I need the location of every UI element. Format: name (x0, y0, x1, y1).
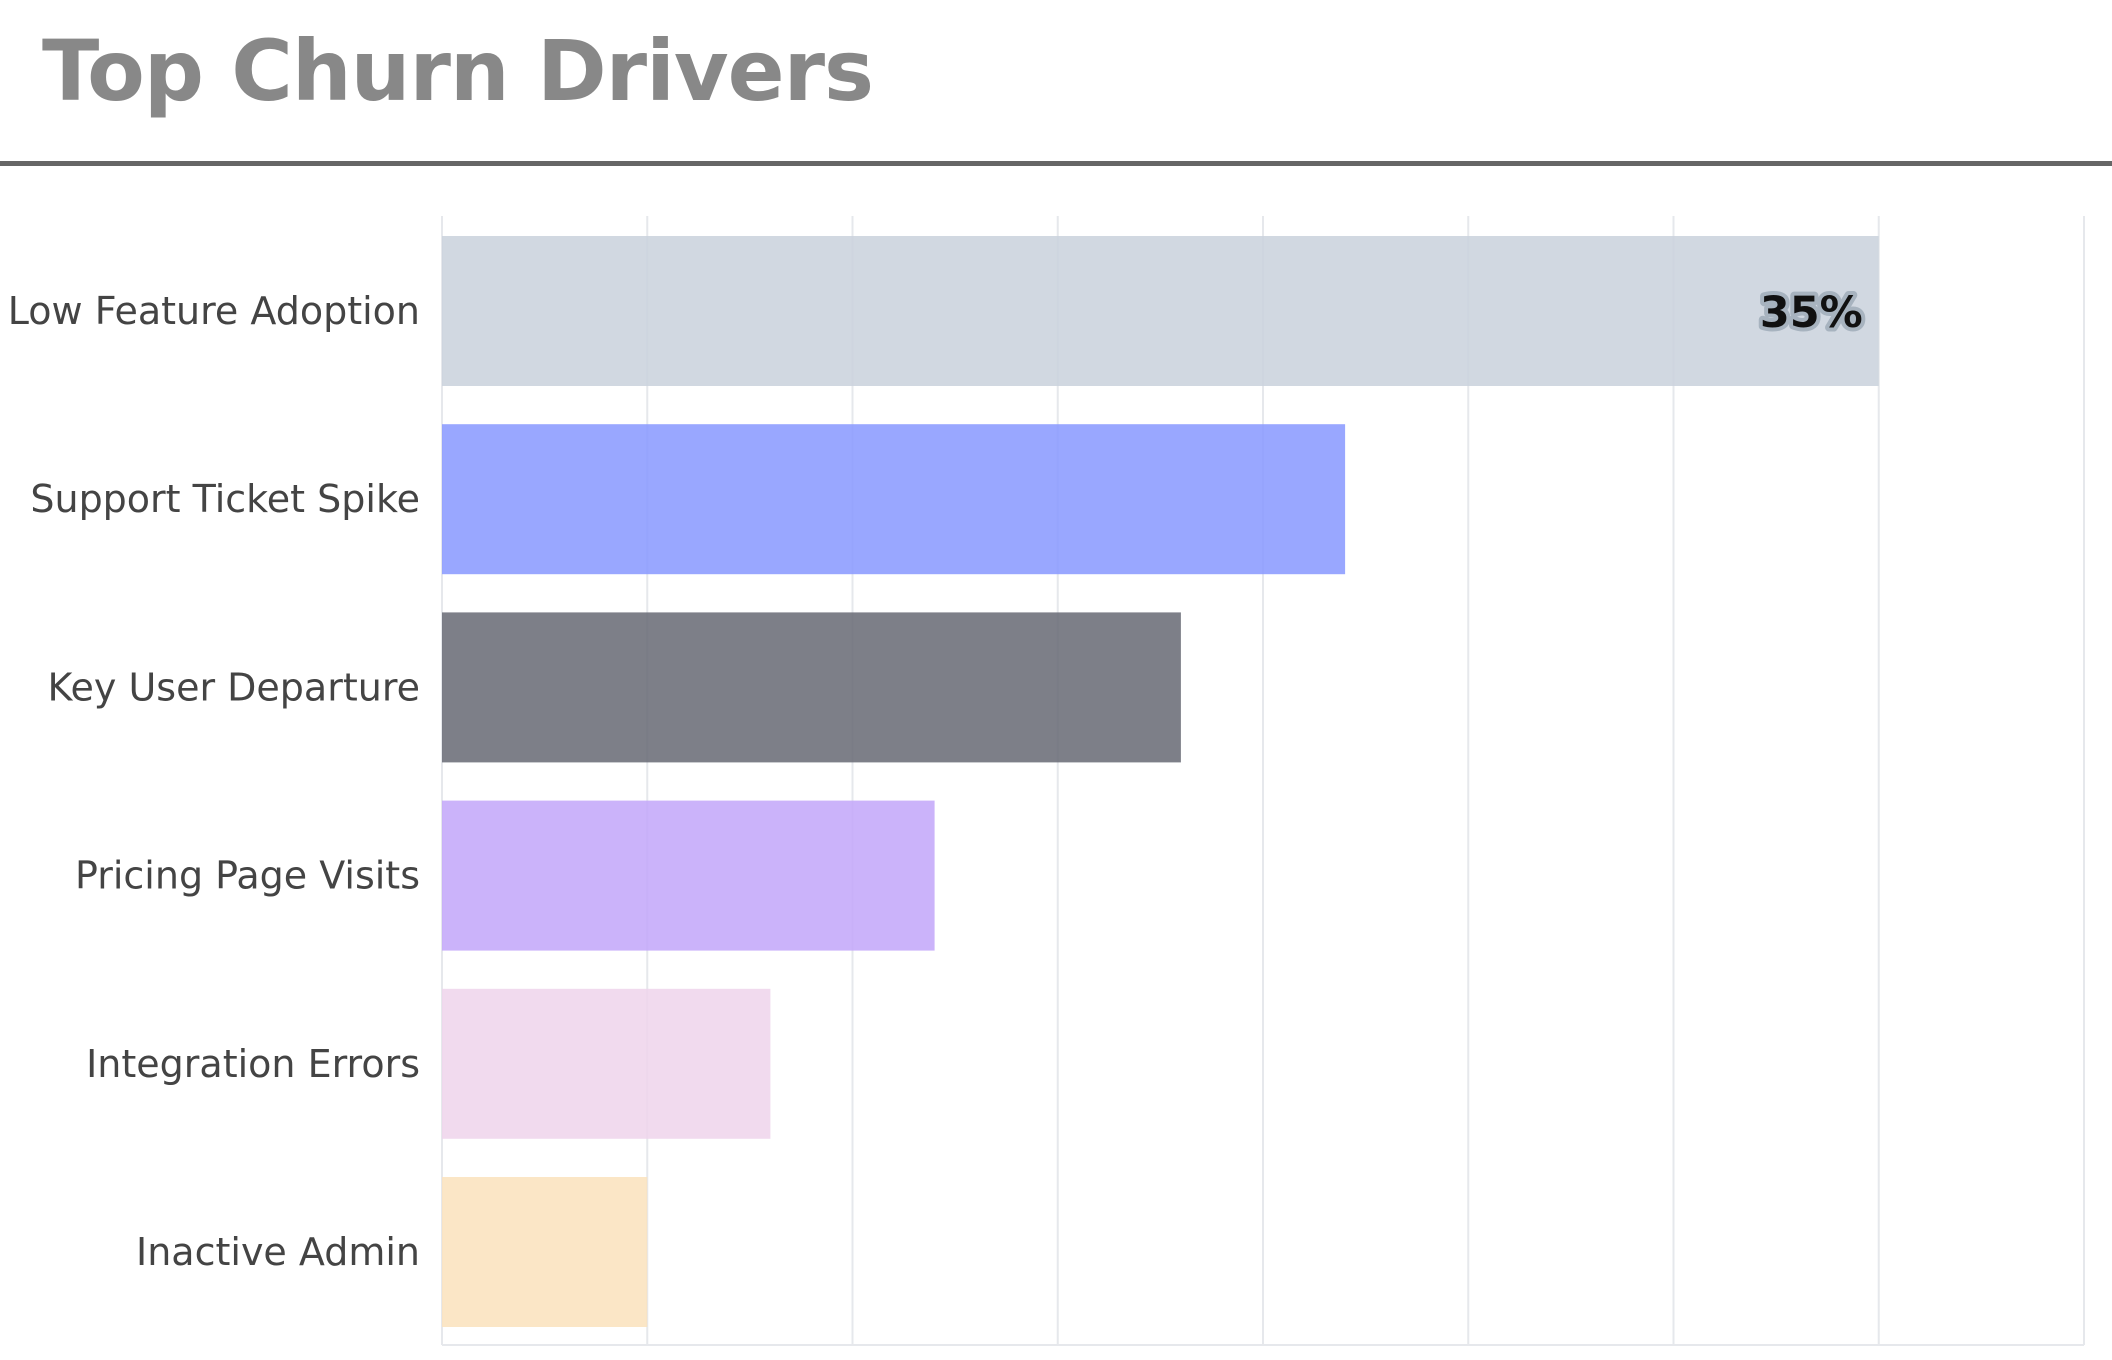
title-bar: Top Churn Drivers (0, 0, 2112, 166)
bar-5 (442, 1177, 648, 1327)
bar-0 (442, 236, 1879, 386)
category-label-5: Inactive Admin (136, 1230, 420, 1274)
bar-4 (442, 988, 771, 1139)
bar-1 (442, 424, 1346, 575)
bars (442, 236, 1879, 1327)
bar-3 (442, 800, 935, 951)
data-label-0: 35% (1760, 288, 1863, 338)
chart-title: Top Churn Drivers (42, 22, 874, 120)
gridlines (441, 216, 2085, 1346)
category-label-0: Low Feature Adoption (8, 289, 420, 333)
category-label-1: Support Ticket Spike (30, 477, 420, 521)
category-label-3: Pricing Page Visits (75, 854, 420, 898)
category-label-4: Integration Errors (86, 1042, 420, 1086)
category-labels: Low Feature Adoption Support Ticket Spike… (8, 284, 1867, 1274)
bar-2 (442, 612, 1181, 763)
category-label-2: Key User Departure (48, 665, 421, 709)
